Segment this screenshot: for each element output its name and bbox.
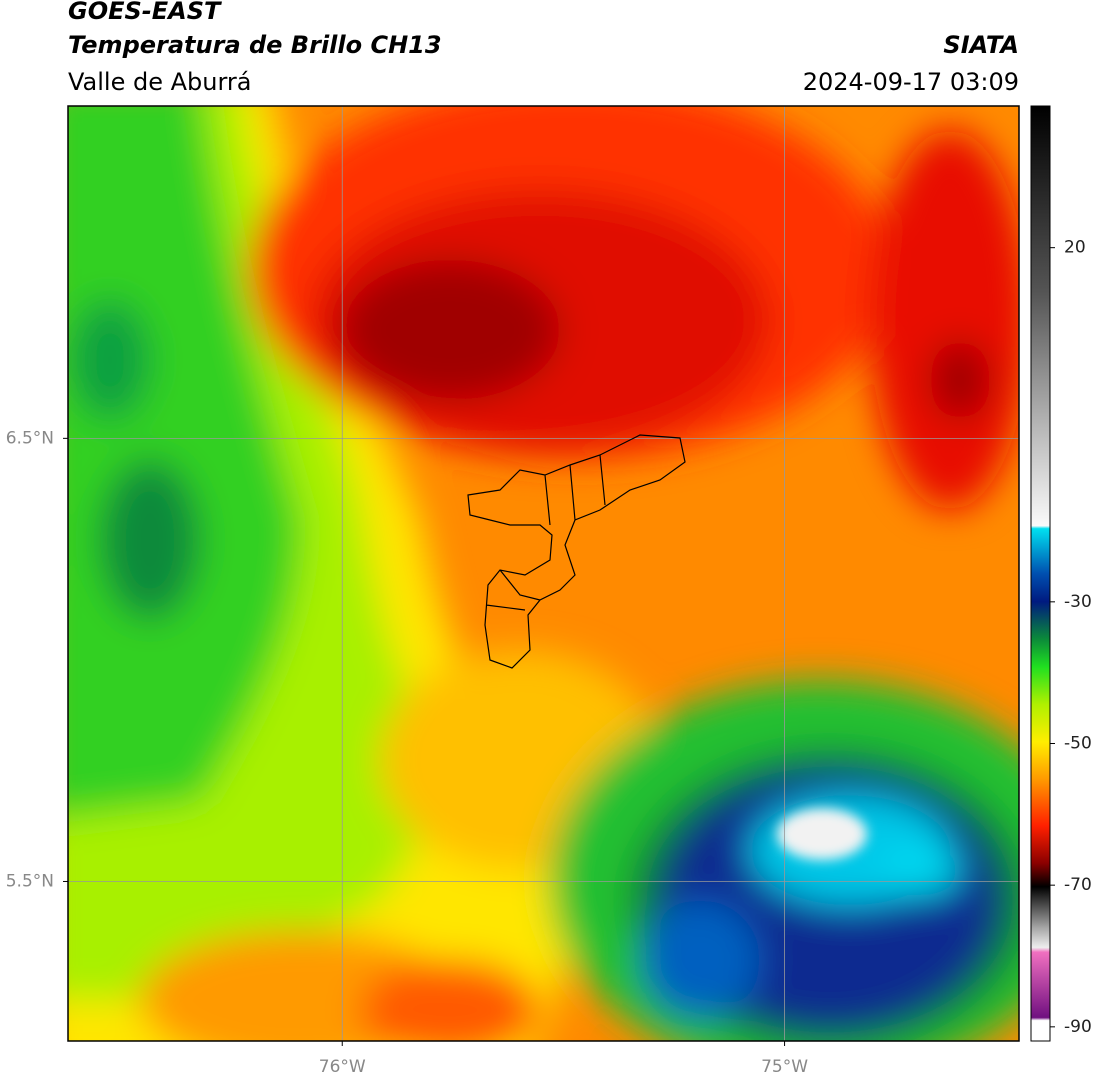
datetime: 2024-09-17 03:09 [803, 68, 1019, 96]
y-tick-label: 6.5°N [6, 428, 54, 448]
x-tick-label: 76°W [319, 1057, 366, 1077]
x-tick-label: 75°W [761, 1057, 808, 1077]
title: GOES-EAST [68, 0, 222, 25]
region: Valle de Aburrá [68, 68, 252, 96]
colorbar-tick-label: 20 [1064, 238, 1086, 258]
colorbar-tick-label: -90 [1064, 1017, 1092, 1037]
y-tick-label: 5.5°N [6, 871, 54, 891]
source: SIATA [943, 31, 1019, 59]
subtitle: Temperatura de Brillo CH13 [68, 31, 442, 59]
temperature-field [68, 106, 1019, 1041]
map-frame [67, 105, 1020, 1042]
colorbar [1030, 105, 1051, 1042]
colorbar-tick-label: -50 [1064, 734, 1092, 754]
colorbar-tick-label: -30 [1064, 592, 1092, 612]
graticule [68, 106, 1019, 1041]
colorbar-tick-label: -70 [1064, 875, 1092, 895]
aburra-outline [467, 434, 686, 669]
